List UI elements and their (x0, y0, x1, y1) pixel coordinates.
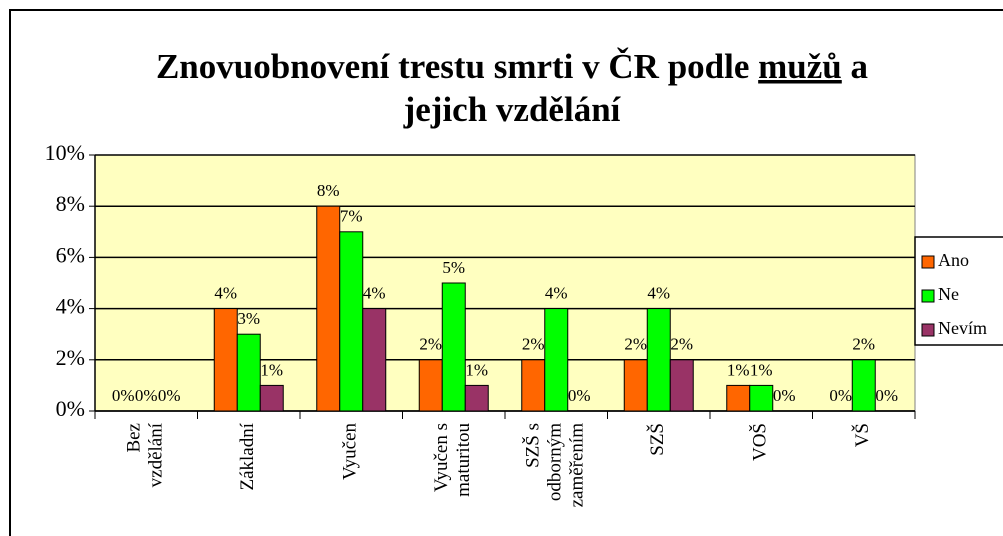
legend-label: Ne (938, 284, 959, 304)
y-tick-label: 4% (56, 294, 85, 319)
bar (646, 308, 671, 412)
data-label: 0% (829, 386, 852, 405)
bar (521, 359, 546, 412)
label-line: zaměřením (567, 423, 588, 508)
data-label: 8% (317, 181, 340, 200)
data-label: 3% (237, 309, 260, 328)
data-label: 1% (727, 360, 750, 379)
data-label: 4% (545, 284, 568, 303)
legend-label: Nevím (938, 318, 987, 338)
data-label: 0% (773, 386, 796, 405)
data-label: 2% (624, 335, 647, 354)
bar (362, 308, 387, 412)
bar (669, 359, 694, 412)
data-label: 1% (465, 360, 488, 379)
x-tick-label: SZŠ (646, 423, 668, 456)
title-part: mužů (758, 47, 842, 86)
x-tick-label: SZŠ sodbornýmzaměřením (522, 423, 588, 508)
label-line: Vyučen s (431, 423, 452, 492)
label-line: VŠ (851, 423, 873, 447)
data-label: 7% (340, 207, 363, 226)
label-line: SZŠ s (522, 423, 544, 468)
data-label: 1% (260, 360, 283, 379)
bar (851, 359, 876, 412)
label-line: maturitou (453, 423, 474, 497)
bar (316, 205, 341, 412)
x-tick-label: Vyučen smaturitou (431, 423, 474, 497)
x-tick-label: VOŠ (749, 423, 771, 461)
y-tick-label: 2% (56, 345, 85, 370)
data-label: 2% (419, 335, 442, 354)
legend-swatch (921, 289, 935, 303)
bar (749, 384, 774, 412)
chart-title: Znovuobnovení trestu smrti v ČR podle mu… (156, 46, 868, 86)
data-label: 1% (750, 360, 773, 379)
bar (441, 282, 466, 412)
y-tick-label: 6% (56, 242, 85, 267)
label-line: SZŠ (646, 423, 668, 456)
label-line: VOŠ (749, 423, 771, 461)
chart-title: jejich vzdělání (403, 90, 622, 129)
data-label: 4% (214, 284, 237, 303)
label-line: Vyučen (340, 423, 361, 480)
legend-label: Ano (938, 250, 969, 270)
bar (623, 359, 648, 412)
data-label: 0% (112, 386, 135, 405)
title-part: Znovuobnovení trestu smrti v ČR podle (156, 46, 749, 86)
bar (259, 384, 284, 412)
data-label: 0% (875, 386, 898, 405)
data-label: 0% (135, 386, 158, 405)
bar (464, 384, 489, 412)
data-label: 0% (158, 386, 181, 405)
y-tick-label: 8% (56, 191, 85, 216)
y-tick-label: 0% (56, 396, 85, 421)
label-line: odborným (545, 423, 566, 501)
bar (726, 384, 751, 412)
bar (544, 308, 569, 412)
data-label: 5% (442, 258, 465, 277)
data-label: 0% (568, 386, 591, 405)
x-tick-label: Základní (237, 422, 258, 490)
data-label: 2% (670, 335, 693, 354)
label-line: Základní (237, 422, 258, 490)
legend-swatch (921, 255, 935, 269)
label-line: vzdělání (146, 422, 167, 487)
bar (236, 333, 261, 412)
legend-swatch (921, 323, 935, 337)
x-tick-label: Vyučen (340, 423, 361, 480)
bar (418, 359, 443, 412)
title-part: a (851, 47, 869, 86)
bar (339, 231, 364, 412)
y-tick-label: 10% (45, 140, 85, 165)
label-line: Bez (124, 423, 145, 453)
data-label: 4% (363, 284, 386, 303)
data-label: 4% (647, 284, 670, 303)
x-tick-label: Bezvzdělání (124, 422, 167, 487)
x-tick-label: VŠ (851, 423, 873, 447)
data-label: 2% (522, 335, 545, 354)
data-label: 2% (852, 335, 875, 354)
bar (213, 308, 238, 412)
